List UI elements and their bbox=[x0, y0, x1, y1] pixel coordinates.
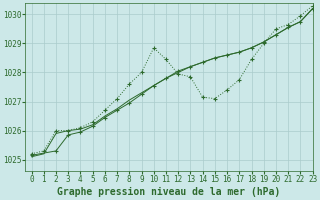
X-axis label: Graphe pression niveau de la mer (hPa): Graphe pression niveau de la mer (hPa) bbox=[57, 187, 281, 197]
